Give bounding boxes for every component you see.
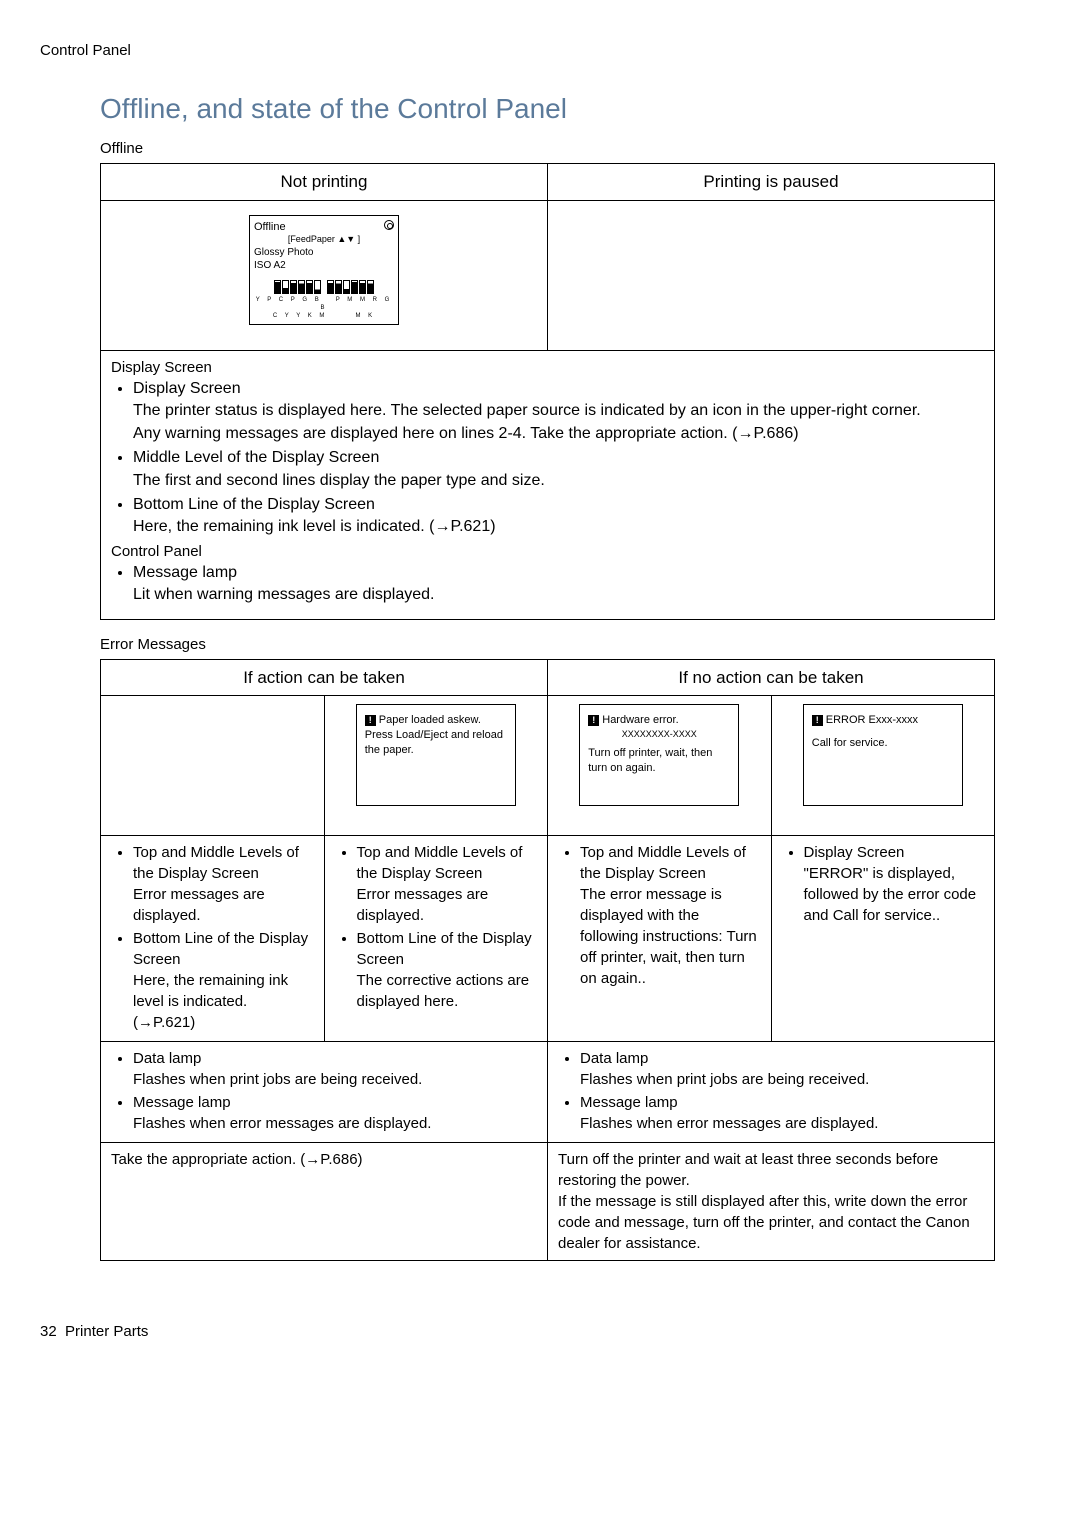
- msg-c-l1: ERROR Exxx-xxxx: [826, 714, 918, 726]
- lcd-title: Offline: [254, 220, 286, 234]
- r3c1-b2-head: Bottom Line of the Display Screen: [133, 930, 308, 968]
- r4l-b1-head: Data lamp: [133, 1050, 201, 1067]
- r4l-b1-text: Flashes when print jobs are being receiv…: [133, 1069, 537, 1090]
- control-panel-subhead: Control Panel: [111, 541, 984, 562]
- warn-icon: !: [812, 715, 823, 726]
- error-r3-c2: Top and Middle Levels of the Display Scr…: [324, 836, 548, 1042]
- error-r4-left: Data lamp Flashes when print jobs are be…: [101, 1042, 548, 1143]
- display-screen-section: Display Screen Display Screen The printe…: [100, 350, 995, 620]
- ds-item1: Display Screen The printer status is dis…: [133, 378, 984, 445]
- error-r5-left: Take the appropriate action. (→P.686): [101, 1143, 548, 1261]
- error-messages-label: Error Messages: [100, 634, 1040, 655]
- ds-item1-head: Display Screen: [133, 380, 241, 397]
- error-msg-cell-4: !ERROR Exxx-xxxx Call for service.: [771, 696, 995, 836]
- page-footer: 32 Printer Parts: [40, 1321, 1040, 1342]
- lcd-paper-size: ISO A2: [254, 259, 394, 272]
- msg-box-hardware: !Hardware error. XXXXXXXX-XXXX Turn off …: [579, 704, 739, 806]
- error-col2-header: If no action can be taken: [548, 659, 995, 696]
- ink-letters-2b: M K: [355, 313, 375, 319]
- msg-b-l3: Turn off printer, wait, then: [588, 746, 730, 761]
- r4l-b2-text: Flashes when error messages are displaye…: [133, 1113, 537, 1134]
- ds-item3: Bottom Line of the Display Screen Here, …: [133, 494, 984, 539]
- main-heading: Ofﬂine, and state of the Control Panel: [100, 89, 1040, 128]
- error-r3-c1: Top and Middle Levels of the Display Scr…: [101, 836, 325, 1042]
- r4r-b2-text: Flashes when error messages are displaye…: [580, 1113, 984, 1134]
- r4r-b1-text: Flashes when print jobs are being receiv…: [580, 1069, 984, 1090]
- ds-item2: Middle Level of the Display Screen The f…: [133, 447, 984, 492]
- offline-col2-header: Printing is paused: [548, 164, 995, 201]
- lcd-feed: [FeedPaper ▲▼ ]: [254, 234, 394, 246]
- r3c2-b1-text: Error messages are displayed.: [357, 884, 538, 926]
- r3c4-b1-text: "ERROR" is displayed, followed by the er…: [804, 863, 985, 926]
- lcd-paper-type: Glossy Photo: [254, 246, 394, 259]
- msg-b-l2: XXXXXXXX-XXXX: [588, 728, 730, 740]
- ds-item3-line1: Here, the remaining ink level is indicat…: [133, 516, 984, 538]
- r3c3-b1-text: The error message is displayed with the …: [580, 884, 761, 989]
- r4r-b1-head: Data lamp: [580, 1050, 648, 1067]
- lcd-screen: Offline [FeedPaper ▲▼ ] Glossy Photo ISO…: [249, 215, 399, 325]
- error-col1-header: If action can be taken: [101, 659, 548, 696]
- error-r4-right: Data lamp Flashes when print jobs are be…: [548, 1042, 995, 1143]
- msg-b-l1: Hardware error.: [602, 714, 678, 726]
- r3c1-b2-text: Here, the remaining ink level is indicat…: [133, 970, 314, 1033]
- warn-icon: !: [588, 715, 599, 726]
- r4r-b2-head: Message lamp: [580, 1094, 678, 1111]
- ds-item1-line2: Any warning messages are displayed here …: [133, 423, 984, 445]
- ds-item2-head: Middle Level of the Display Screen: [133, 449, 379, 466]
- r4l-b2-head: Message lamp: [133, 1094, 231, 1111]
- ink-letters-1: Y P C P G B: [256, 297, 322, 303]
- error-table: If action can be taken If no action can …: [100, 659, 995, 1262]
- r3c3-b1-head: Top and Middle Levels of the Display Scr…: [580, 844, 746, 882]
- error-msg-cell-3: !Hardware error. XXXXXXXX-XXXX Turn off …: [548, 696, 772, 836]
- roll-icon: [384, 220, 394, 230]
- msg-a-l2: Press Load/Eject and reload the paper.: [365, 728, 507, 758]
- r3c2-b1-head: Top and Middle Levels of the Display Scr…: [357, 844, 523, 882]
- ds-item2-line1: The first and second lines display the p…: [133, 470, 984, 492]
- page-header: Control Panel: [40, 40, 1040, 61]
- footer-section: Printer Parts: [65, 1323, 148, 1340]
- msg-b-l4: turn on again.: [588, 761, 730, 776]
- msg-box-paper: !Paper loaded askew. Press Load/Eject an…: [356, 704, 516, 806]
- r3c2-b2-head: Bottom Line of the Display Screen: [357, 930, 532, 968]
- display-screen-title: Display Screen: [111, 357, 984, 378]
- r3c4-b1-head: Display Screen: [804, 844, 905, 861]
- offline-paused-cell: [548, 200, 995, 350]
- ink-bars: Y P C P G B P M M R G B C Y Y K M M K: [254, 280, 394, 320]
- msg-a-l1: Paper loaded askew.: [379, 714, 481, 726]
- ds-item3-head: Bottom Line of the Display Screen: [133, 496, 375, 513]
- msg-box-error-code: !ERROR Exxx-xxxx Call for service.: [803, 704, 963, 806]
- error-msg-cell-2: !Paper loaded askew. Press Load/Eject an…: [324, 696, 548, 836]
- ds-item4: Message lamp Lit when warning messages a…: [133, 562, 984, 607]
- ds-item4-head: Message lamp: [133, 564, 237, 581]
- r3c2-b2-text: The corrective actions are displayed her…: [357, 970, 538, 1012]
- error-msg-cell-1: [101, 696, 325, 836]
- ds-item1-line1: The printer status is displayed here. Th…: [133, 400, 984, 422]
- offline-not-printing-cell: Offline [FeedPaper ▲▼ ] Glossy Photo ISO…: [101, 200, 548, 350]
- offline-label: Offline: [100, 138, 1040, 159]
- offline-table: Not printing Printing is paused Offline …: [100, 163, 995, 351]
- page-number: 32: [40, 1323, 57, 1340]
- offline-col1-header: Not printing: [101, 164, 548, 201]
- error-r5-right: Turn off the printer and wait at least t…: [548, 1143, 995, 1261]
- ds-item4-line1: Lit when warning messages are displayed.: [133, 584, 984, 606]
- r3c1-b1-text: Error messages are displayed.: [133, 884, 314, 926]
- error-r3-c3: Top and Middle Levels of the Display Scr…: [548, 836, 772, 1042]
- r3c1-b1-head: Top and Middle Levels of the Display Scr…: [133, 844, 299, 882]
- ink-letters-1b: C Y Y K M: [273, 313, 328, 319]
- warn-icon: !: [365, 715, 376, 726]
- msg-c-l2: Call for service.: [812, 736, 954, 751]
- error-r3-c4: Display Screen "ERROR" is displayed, fol…: [771, 836, 995, 1042]
- ink-letters-2: P M M R G B: [320, 297, 392, 311]
